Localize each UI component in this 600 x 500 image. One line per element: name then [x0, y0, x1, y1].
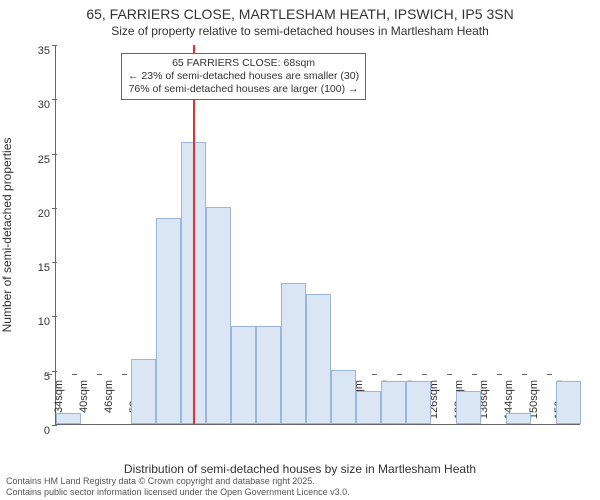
- histogram-bar: [331, 370, 356, 424]
- histogram-bar: [206, 207, 231, 424]
- histogram-bar: [281, 283, 306, 424]
- footer-line-2: Contains public sector information licen…: [6, 487, 350, 498]
- x-tick: 46sqm: [103, 380, 115, 430]
- histogram-chart: 0510152025303534sqm40sqm46sqm52sqm58sqm6…: [55, 45, 580, 425]
- histogram-bar: [456, 391, 481, 424]
- info-box-smaller: ← 23% of semi-detached houses are smalle…: [128, 70, 359, 83]
- histogram-bar: [231, 326, 256, 424]
- histogram-bar: [256, 326, 281, 424]
- histogram-bar: [306, 294, 331, 424]
- histogram-bar: [131, 359, 156, 424]
- footer-line-1: Contains HM Land Registry data © Crown c…: [6, 476, 350, 487]
- histogram-bar: [56, 413, 81, 424]
- marker-line: [193, 45, 195, 424]
- histogram-bar: [506, 413, 531, 424]
- info-box: 65 FARRIERS CLOSE: 68sqm← 23% of semi-de…: [121, 53, 366, 100]
- footer-attribution: Contains HM Land Registry data © Crown c…: [6, 476, 350, 498]
- page-subtitle: Size of property relative to semi-detach…: [0, 24, 600, 38]
- y-axis-label: Number of semi-detached properties: [0, 138, 14, 333]
- histogram-bar: [156, 218, 181, 424]
- histogram-bar: [381, 381, 406, 424]
- histogram-bar: [356, 391, 381, 424]
- page-title: 65, FARRIERS CLOSE, MARTLESHAM HEATH, IP…: [0, 6, 600, 22]
- info-box-larger: 76% of semi-detached houses are larger (…: [128, 83, 359, 96]
- histogram-bar: [556, 381, 581, 424]
- x-axis-label: Distribution of semi-detached houses by …: [0, 462, 600, 476]
- histogram-bar: [406, 381, 431, 424]
- info-box-title: 65 FARRIERS CLOSE: 68sqm: [128, 57, 359, 70]
